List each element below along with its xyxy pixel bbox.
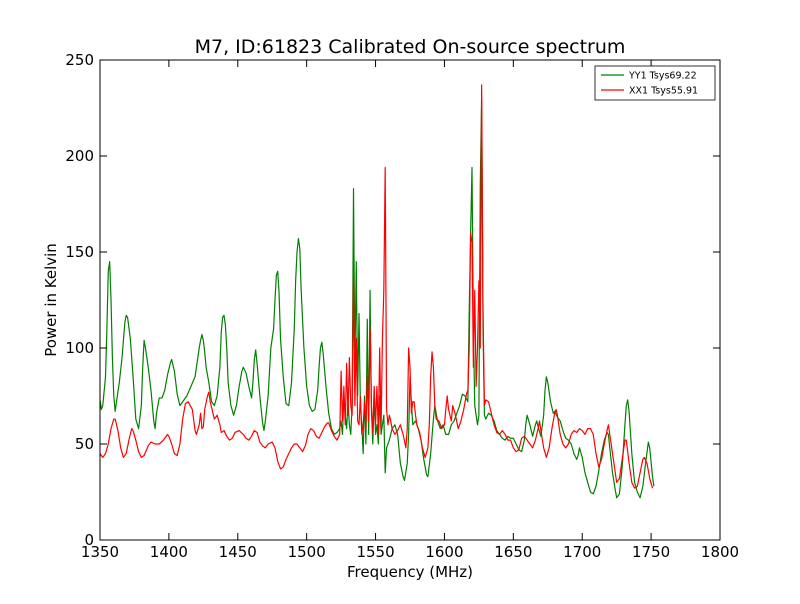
x-tick-label: 1600 (425, 543, 463, 561)
x-tick-label: 1800 (701, 543, 739, 561)
legend-label-yy1: YY1 Tsys69.22 (628, 71, 697, 82)
y-tick-label: 250 (65, 51, 94, 69)
x-tick-label: 1400 (150, 543, 188, 561)
series-line-xx1 (100, 84, 654, 489)
y-axis-ticks: 0 50 100 150 200 250 (65, 51, 720, 549)
x-tick-label: 1650 (494, 543, 532, 561)
y-tick-label: 0 (84, 531, 94, 549)
y-axis-label: Power in Kelvin (42, 243, 60, 357)
x-tick-label: 1450 (219, 543, 257, 561)
x-tick-label: 1700 (563, 543, 601, 561)
legend-box (594, 65, 716, 101)
plot-frame (99, 59, 721, 541)
y-tick-label: 150 (65, 243, 94, 261)
series-layer (100, 84, 655, 499)
x-axis-ticks: 1350 1400 1450 1500 1550 1600 1650 1700 1750 1800 (81, 60, 739, 561)
series-line-yy1 (100, 97, 655, 499)
x-tick-label: 1500 (288, 543, 326, 561)
x-tick-label: 1750 (632, 543, 670, 561)
chart-title: M7, ID:61823 Calibrated On-source spectr… (195, 36, 626, 58)
y-tick-label: 200 (65, 147, 94, 165)
legend-label-xx1: XX1 Tsys55.91 (629, 86, 698, 97)
x-axis-label: Frequency (MHz) (347, 563, 473, 581)
plot-area (100, 60, 720, 540)
y-tick-label: 100 (65, 339, 94, 357)
y-tick-label: 50 (75, 435, 94, 453)
x-tick-label: 1350 (81, 543, 119, 561)
x-tick-label: 1550 (356, 543, 394, 561)
legend: YY1 Tsys69.22 XX1 Tsys55.91 (594, 65, 716, 101)
